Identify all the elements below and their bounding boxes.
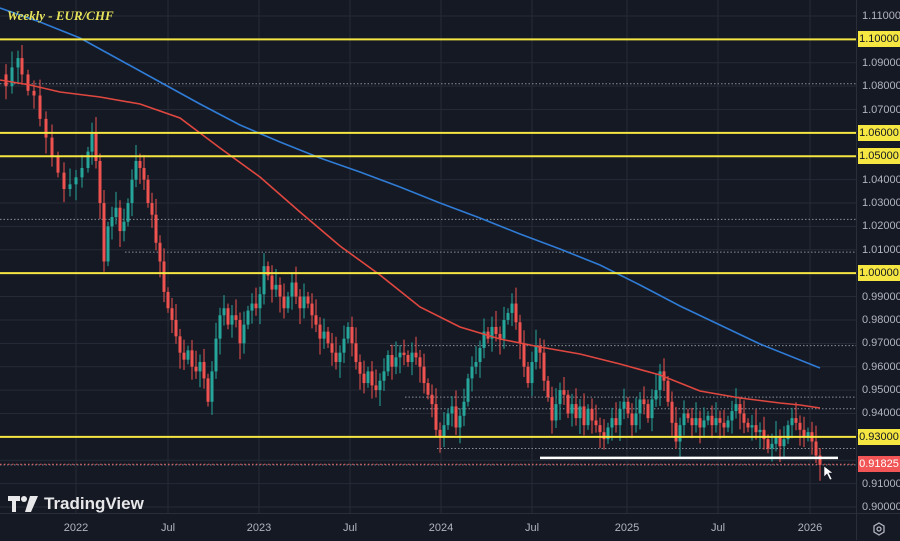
- tradingview-logo: TradingView: [8, 494, 144, 514]
- cursor-arrow-icon: [823, 465, 834, 481]
- level-price-badge: 1.00000: [858, 265, 900, 282]
- price-axis-label: 0.94000: [862, 407, 900, 420]
- price-axis-label: 1.07000: [862, 103, 900, 116]
- price-axis-label: 1.04000: [862, 173, 900, 186]
- moving-average-line: [0, 7, 821, 369]
- price-axis-label: 1.11000: [862, 10, 900, 22]
- candles: [4, 44, 822, 481]
- price-axis-label: 0.91000: [862, 477, 900, 490]
- price-axis-label: 0.95000: [862, 384, 900, 397]
- price-axis-label: 1.03000: [862, 197, 900, 210]
- last-price-badge: 0.91825: [858, 456, 900, 473]
- price-axis-label: 1.08000: [862, 80, 900, 93]
- price-axis-label: 1.02000: [862, 220, 900, 233]
- price-axis-label: 1.09000: [862, 56, 900, 69]
- price-axis-label: 0.90000: [862, 500, 900, 513]
- time-axis-label: 2025: [614, 522, 640, 534]
- moving-average-line: [0, 79, 821, 409]
- tradingview-logo-icon: [8, 496, 38, 512]
- time-axis-label: Jul: [524, 522, 540, 534]
- tradingview-logo-text: TradingView: [44, 494, 144, 513]
- time-axis-label: Jul: [710, 522, 726, 534]
- price-axis-label: 1.01000: [862, 243, 900, 256]
- chart-title: Weekly - EUR/CHF: [7, 8, 114, 23]
- price-axis-label: 0.96000: [862, 360, 900, 373]
- time-axis-label: Jul: [342, 522, 358, 534]
- level-price-badge: 0.93000: [858, 428, 900, 445]
- time-axis-label: 2024: [428, 522, 454, 534]
- settings-gear-icon[interactable]: [872, 522, 886, 541]
- price-axis-label: 0.97000: [862, 337, 900, 350]
- price-axis-label: 0.98000: [862, 313, 900, 326]
- time-axis-label: 2022: [63, 522, 89, 534]
- level-price-badge: 1.06000: [858, 124, 900, 141]
- time-axis-label: 2023: [246, 522, 272, 534]
- time-axis-label: 2026: [797, 522, 823, 534]
- time-axis-label: Jul: [160, 522, 176, 534]
- level-price-badge: 1.10000: [858, 31, 900, 48]
- level-price-badge: 1.05000: [858, 148, 900, 165]
- price-axis-label: 0.99000: [862, 290, 900, 303]
